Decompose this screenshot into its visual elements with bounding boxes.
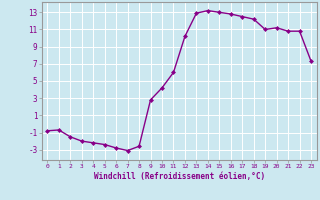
X-axis label: Windchill (Refroidissement éolien,°C): Windchill (Refroidissement éolien,°C) [94,172,265,181]
